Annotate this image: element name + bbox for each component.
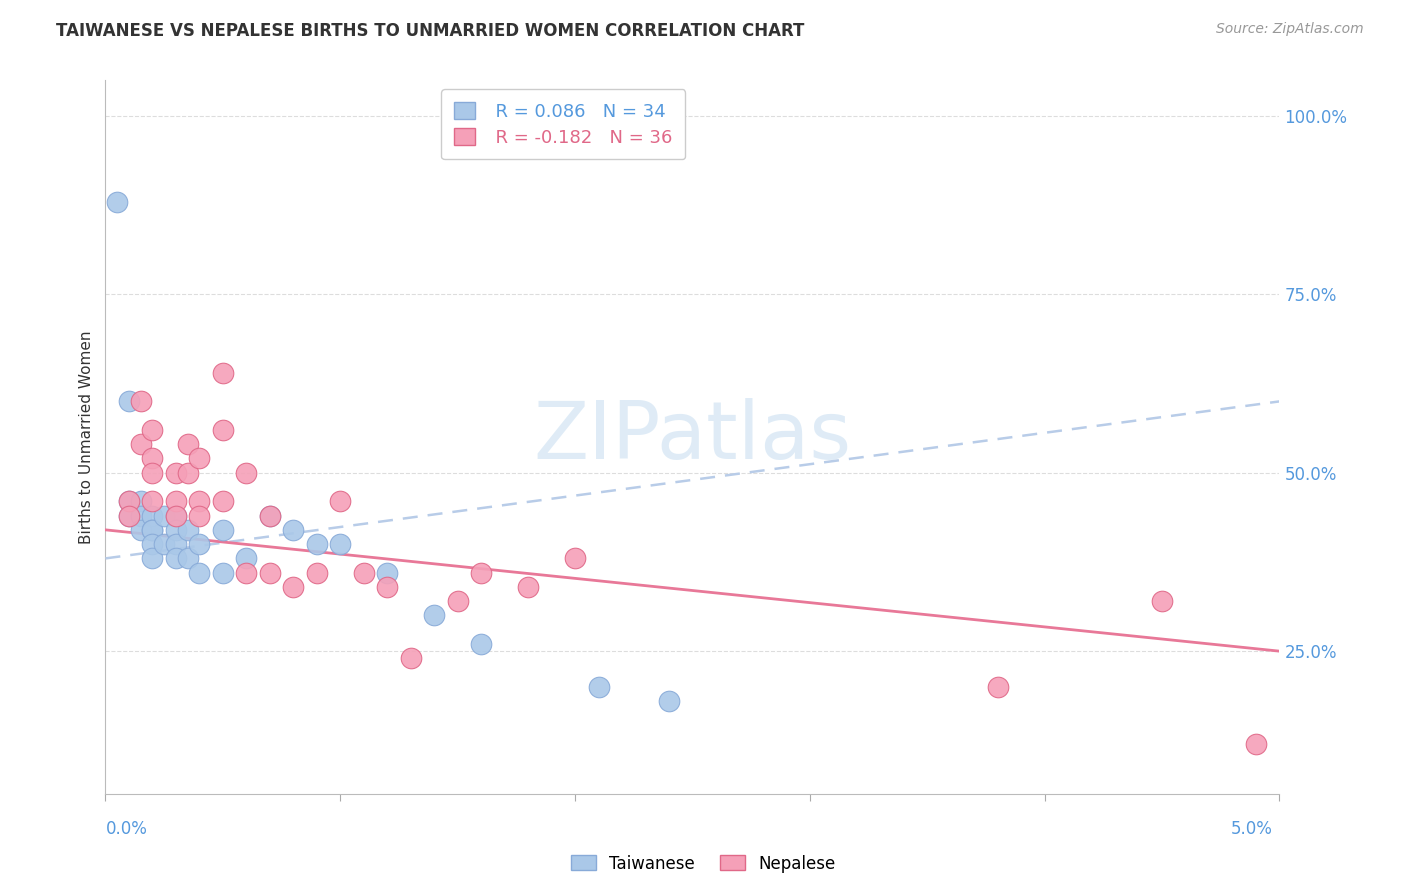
Point (235, 551, 257, 566)
Point (165, 551, 187, 566)
Point (165, 508, 187, 523)
Point (141, 508, 163, 523)
Point (375, 566, 398, 580)
Point (283, 523, 305, 537)
Point (141, 451, 163, 466)
Legend:   R = 0.086   N = 34,   R = -0.182   N = 36: R = 0.086 N = 34, R = -0.182 N = 36 (441, 89, 686, 160)
Point (141, 523, 163, 537)
Point (188, 508, 211, 523)
Point (165, 466, 187, 480)
Point (211, 566, 233, 580)
Point (153, 537, 176, 551)
Point (470, 566, 492, 580)
Point (141, 537, 163, 551)
Point (446, 594, 468, 608)
Point (399, 651, 422, 665)
Point (188, 566, 211, 580)
Point (118, 494, 141, 508)
Point (305, 537, 328, 551)
Point (165, 537, 187, 551)
Point (188, 451, 211, 466)
Point (211, 494, 233, 508)
Point (329, 537, 352, 551)
Point (141, 523, 163, 537)
Point (188, 537, 211, 551)
Point (353, 566, 375, 580)
Point (105, 194, 128, 209)
Point (118, 508, 141, 523)
Point (259, 508, 281, 523)
Legend: Taiwanese, Nepalese: Taiwanese, Nepalese (564, 848, 842, 880)
Point (141, 423, 163, 437)
Point (176, 466, 198, 480)
Point (176, 437, 198, 451)
Point (188, 494, 211, 508)
Point (987, 680, 1010, 694)
Point (211, 366, 233, 380)
Point (118, 394, 141, 409)
Point (588, 680, 610, 694)
Point (259, 566, 281, 580)
Point (259, 508, 281, 523)
Point (423, 608, 446, 623)
Point (305, 566, 328, 580)
Point (211, 423, 233, 437)
Point (564, 551, 586, 566)
Point (283, 580, 305, 594)
Text: 0.0%: 0.0% (105, 820, 148, 838)
Point (165, 494, 187, 508)
Point (118, 494, 141, 508)
Point (1244, 737, 1267, 751)
Point (129, 437, 152, 451)
Point (129, 394, 152, 409)
Point (129, 494, 152, 508)
Y-axis label: Births to Unmarried Women: Births to Unmarried Women (79, 330, 94, 544)
Point (141, 466, 163, 480)
Point (211, 523, 233, 537)
Point (153, 508, 176, 523)
Text: TAIWANESE VS NEPALESE BIRTHS TO UNMARRIED WOMEN CORRELATION CHART: TAIWANESE VS NEPALESE BIRTHS TO UNMARRIE… (56, 22, 804, 40)
Point (176, 551, 198, 566)
Point (235, 466, 257, 480)
Point (470, 637, 492, 651)
Point (235, 566, 257, 580)
Text: ZIPatlas: ZIPatlas (533, 398, 852, 476)
Point (658, 694, 681, 708)
Point (165, 508, 187, 523)
Point (141, 551, 163, 566)
Point (129, 523, 152, 537)
Point (141, 494, 163, 508)
Text: Source: ZipAtlas.com: Source: ZipAtlas.com (1216, 22, 1364, 37)
Point (1150, 594, 1173, 608)
Point (165, 523, 187, 537)
Point (118, 508, 141, 523)
Text: 5.0%: 5.0% (1230, 820, 1272, 838)
Point (517, 580, 540, 594)
Point (329, 494, 352, 508)
Point (375, 580, 398, 594)
Point (129, 508, 152, 523)
Point (176, 523, 198, 537)
